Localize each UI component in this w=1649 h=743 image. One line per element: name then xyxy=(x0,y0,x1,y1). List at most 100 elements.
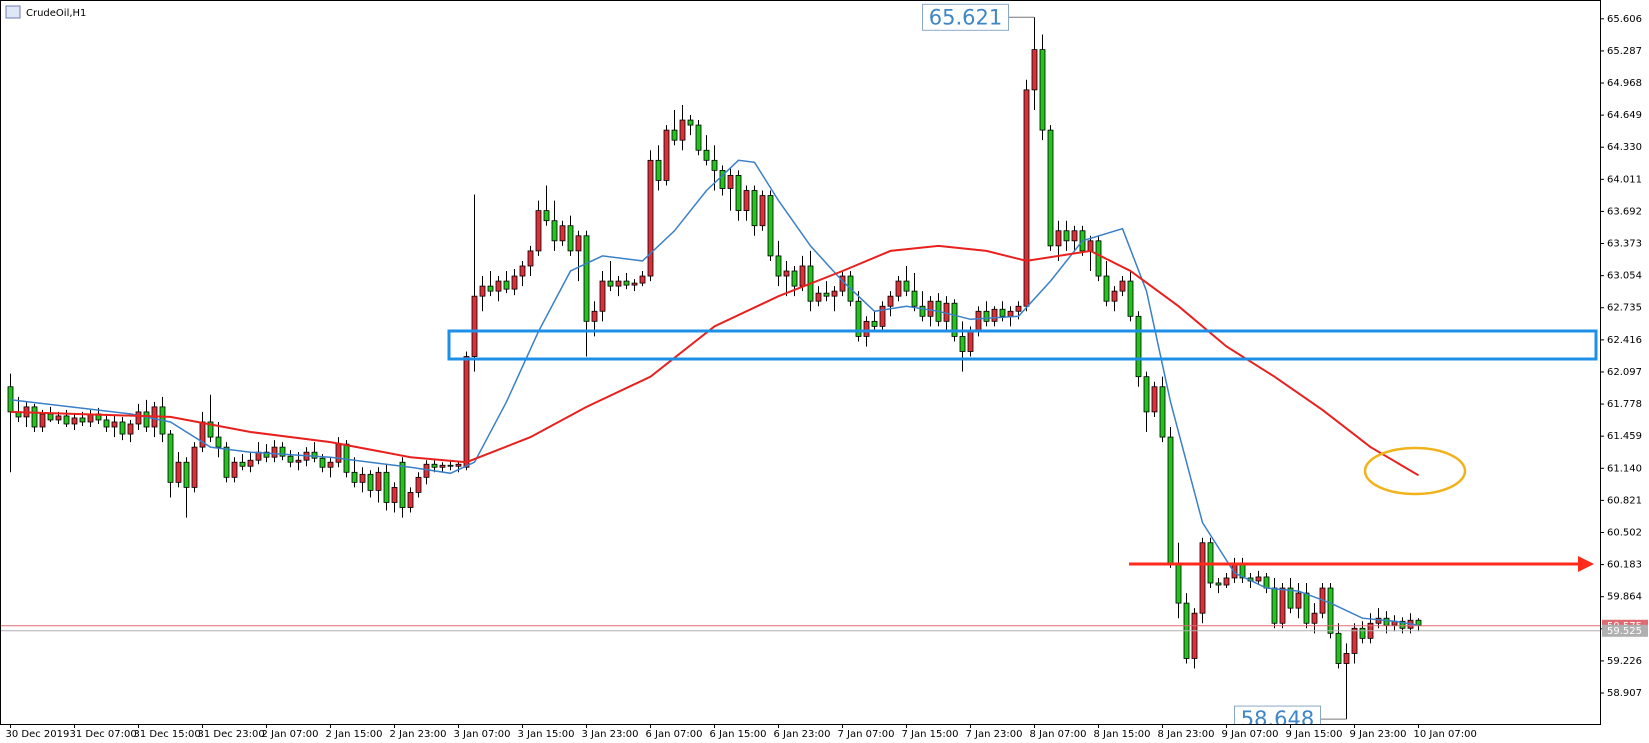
candle-body xyxy=(543,210,550,222)
candle-body xyxy=(1135,315,1142,378)
x-tick-label: 2 Jan 23:00 xyxy=(390,729,447,740)
candle-body xyxy=(287,455,294,463)
candle-body xyxy=(271,446,278,458)
candle-body xyxy=(767,195,774,257)
candle-body xyxy=(1015,305,1022,312)
candle-body xyxy=(1103,275,1110,302)
price-label-bg xyxy=(1602,624,1648,637)
candle-body xyxy=(183,461,190,488)
moving-average xyxy=(10,244,1420,477)
candle-body xyxy=(1327,587,1334,634)
candle-body xyxy=(119,421,126,435)
candle-body xyxy=(143,411,150,428)
x-tick-label: 31 Dec 07:00 xyxy=(70,729,137,740)
y-tick-label: 64.968 xyxy=(1607,78,1642,89)
candle-body xyxy=(103,419,110,428)
plot-area xyxy=(1,17,1600,720)
candle-body xyxy=(719,169,726,189)
candle-body xyxy=(375,471,382,491)
candle-body xyxy=(1335,632,1342,664)
arrow-head xyxy=(1578,556,1594,572)
y-tick-label: 62.416 xyxy=(1607,335,1642,346)
candle-body xyxy=(127,423,134,435)
candle-body xyxy=(1215,582,1222,586)
candle-body xyxy=(623,280,630,286)
plot-border xyxy=(0,0,1601,725)
candle-body xyxy=(575,235,582,252)
candle-body xyxy=(1159,386,1166,438)
candle-body xyxy=(31,406,38,428)
candle-body xyxy=(999,308,1006,317)
y-tick-label: 60.502 xyxy=(1607,527,1642,538)
x-tick-label: 3 Jan 23:00 xyxy=(582,729,639,740)
candle-body xyxy=(743,190,750,212)
candle-body xyxy=(263,451,270,458)
y-tick-label: 59.226 xyxy=(1607,656,1642,667)
moving-average xyxy=(10,159,1419,627)
candle-body xyxy=(559,225,566,242)
x-tick-label: 9 Jan 23:00 xyxy=(1350,729,1407,740)
y-tick-label: 58.907 xyxy=(1607,688,1642,699)
candle-body xyxy=(1303,592,1310,624)
candle-body xyxy=(223,446,230,478)
candle-body xyxy=(895,280,902,297)
candle-body xyxy=(311,451,318,459)
candle-body xyxy=(1351,627,1358,654)
x-tick-label: 7 Jan 23:00 xyxy=(966,729,1023,740)
candle-body xyxy=(1375,617,1382,624)
candle-body xyxy=(111,421,118,428)
candle-body xyxy=(599,280,606,312)
candle-body xyxy=(343,443,350,473)
candle-body xyxy=(1359,627,1366,639)
candle-body xyxy=(911,290,918,307)
y-tick-label: 63.692 xyxy=(1607,206,1642,217)
candle-body xyxy=(823,292,830,297)
y-tick-label: 59.864 xyxy=(1607,592,1642,603)
candle-body xyxy=(967,330,974,352)
candle-body xyxy=(1295,592,1302,609)
candle-body xyxy=(191,446,198,488)
candle-body xyxy=(887,295,894,307)
candle-body xyxy=(1223,577,1230,586)
y-tick-label: 61.778 xyxy=(1607,399,1642,410)
candle-body xyxy=(679,119,686,141)
candle-body xyxy=(79,417,86,423)
candle-body xyxy=(951,302,958,337)
candle-body xyxy=(247,459,254,467)
candle-body xyxy=(711,159,718,171)
candle-body xyxy=(463,356,470,468)
x-tick-label: 6 Jan 07:00 xyxy=(646,729,703,740)
x-tick-label: 7 Jan 15:00 xyxy=(902,729,959,740)
x-tick-label: 30 Dec 2019 xyxy=(6,729,70,740)
candle-body xyxy=(695,124,702,151)
candle-body xyxy=(471,295,478,357)
candle-body xyxy=(231,461,238,478)
candle-body xyxy=(407,492,414,508)
y-tick-label: 65.606 xyxy=(1607,14,1642,25)
candle-body xyxy=(1063,230,1070,242)
candle-body xyxy=(415,476,422,493)
candle-body xyxy=(1199,542,1206,614)
candle-body xyxy=(359,473,366,483)
x-tick-label: 7 Jan 07:00 xyxy=(838,729,895,740)
annotation-box xyxy=(922,3,1009,31)
candle-body xyxy=(567,225,574,252)
candle-body xyxy=(831,290,838,297)
candle-body xyxy=(647,159,654,277)
candle-body xyxy=(1191,612,1198,659)
candle-body xyxy=(903,280,910,292)
candle-body xyxy=(71,417,78,425)
candle-body xyxy=(423,463,430,478)
candle-body xyxy=(639,275,646,284)
candle-body xyxy=(1071,230,1078,242)
candle-body xyxy=(775,255,782,277)
x-tick-label: 6 Jan 23:00 xyxy=(774,729,831,740)
candle-body xyxy=(863,320,870,337)
candle-body xyxy=(735,175,742,212)
candle-body xyxy=(1039,49,1046,131)
candle-body xyxy=(1279,587,1286,624)
candle-body xyxy=(727,175,734,189)
candle-body xyxy=(1255,576,1262,582)
candle-body xyxy=(991,308,998,322)
